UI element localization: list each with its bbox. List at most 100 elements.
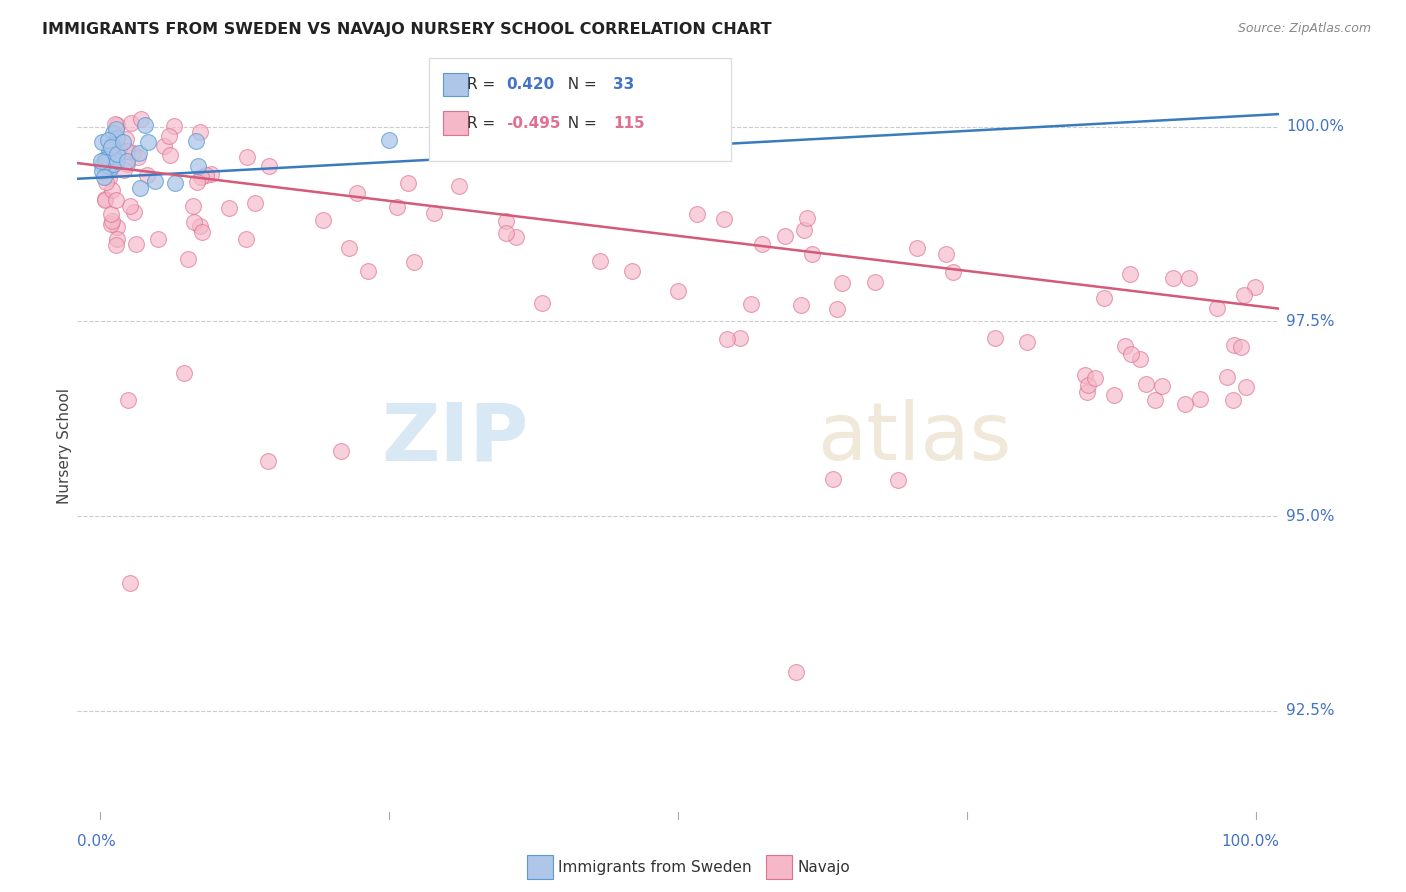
Point — [495, 214, 517, 228]
Point — [713, 211, 735, 226]
Text: atlas: atlas — [817, 400, 1011, 477]
Point — [589, 254, 612, 268]
Point — [163, 176, 186, 190]
Point — [1233, 287, 1256, 301]
Point — [887, 473, 910, 487]
Point — [187, 159, 209, 173]
Text: 92.5%: 92.5% — [1286, 703, 1334, 718]
Point — [186, 175, 208, 189]
Point — [1174, 397, 1197, 411]
Point — [716, 332, 738, 346]
Point — [346, 186, 368, 201]
Point — [115, 153, 138, 168]
Text: 95.0%: 95.0% — [1286, 508, 1334, 524]
Point — [105, 232, 128, 246]
Point — [104, 193, 127, 207]
Point — [127, 150, 149, 164]
Text: 100.0%: 100.0% — [1286, 120, 1344, 135]
Point — [1114, 339, 1136, 353]
Point — [235, 232, 257, 246]
Point — [404, 254, 426, 268]
Point — [190, 225, 212, 239]
Point — [98, 159, 121, 173]
Point — [129, 112, 152, 126]
Point — [93, 170, 115, 185]
Point — [94, 154, 117, 169]
Point — [751, 236, 773, 251]
Point — [136, 168, 159, 182]
Text: IMMIGRANTS FROM SWEDEN VS NAVAJO NURSERY SCHOOL CORRELATION CHART: IMMIGRANTS FROM SWEDEN VS NAVAJO NURSERY… — [42, 22, 772, 37]
Text: Source: ZipAtlas.com: Source: ZipAtlas.com — [1237, 22, 1371, 36]
Point — [793, 223, 815, 237]
Point — [100, 140, 122, 154]
Point — [218, 201, 240, 215]
Point — [1234, 380, 1257, 394]
Point — [330, 444, 353, 458]
Point — [117, 157, 139, 171]
Point — [1092, 291, 1115, 305]
Point — [134, 118, 156, 132]
Point — [1077, 377, 1099, 392]
Point — [825, 301, 848, 316]
Point — [1119, 347, 1142, 361]
Point — [122, 205, 145, 219]
Text: Navajo: Navajo — [797, 860, 851, 874]
Point — [117, 393, 139, 408]
Point — [107, 130, 129, 145]
Point — [98, 161, 121, 175]
Point — [153, 139, 176, 153]
Point — [105, 147, 128, 161]
Point — [531, 296, 554, 310]
Point — [785, 665, 807, 679]
Point — [117, 144, 139, 158]
Point — [101, 138, 124, 153]
Point — [1216, 369, 1239, 384]
Point — [181, 199, 204, 213]
Point — [122, 146, 145, 161]
Point — [1161, 270, 1184, 285]
Point — [118, 199, 141, 213]
Point — [357, 264, 380, 278]
Point — [1017, 334, 1039, 349]
Point — [984, 331, 1007, 345]
Text: 0.420: 0.420 — [506, 78, 554, 92]
Point — [1152, 378, 1174, 392]
Text: -0.495: -0.495 — [506, 116, 561, 130]
Point — [90, 135, 112, 149]
Point — [935, 247, 957, 261]
Point — [159, 148, 181, 162]
Point — [128, 146, 150, 161]
Point — [184, 134, 207, 148]
Text: 0.0%: 0.0% — [77, 834, 117, 849]
Point — [942, 265, 965, 279]
Point — [740, 297, 762, 311]
Point — [1188, 392, 1211, 407]
Point — [831, 276, 853, 290]
Point — [256, 454, 278, 468]
Point — [865, 276, 887, 290]
Point — [101, 127, 124, 141]
Point — [103, 150, 125, 164]
Point — [125, 236, 148, 251]
Point — [115, 132, 138, 146]
Point — [1223, 338, 1246, 352]
Text: N =: N = — [558, 78, 602, 92]
Point — [194, 168, 217, 182]
Point — [118, 576, 141, 591]
Point — [98, 144, 121, 158]
Point — [100, 217, 122, 231]
Point — [821, 473, 844, 487]
Point — [235, 150, 257, 164]
Point — [112, 163, 135, 178]
Point — [97, 158, 120, 172]
Point — [129, 181, 152, 195]
Point — [90, 164, 112, 178]
Point — [1222, 393, 1244, 408]
Point — [200, 167, 222, 181]
Y-axis label: Nursery School: Nursery School — [56, 388, 72, 504]
Point — [105, 238, 128, 252]
Text: Immigrants from Sweden: Immigrants from Sweden — [558, 860, 752, 874]
Point — [1076, 384, 1098, 399]
Point — [730, 331, 752, 345]
Point — [259, 160, 281, 174]
